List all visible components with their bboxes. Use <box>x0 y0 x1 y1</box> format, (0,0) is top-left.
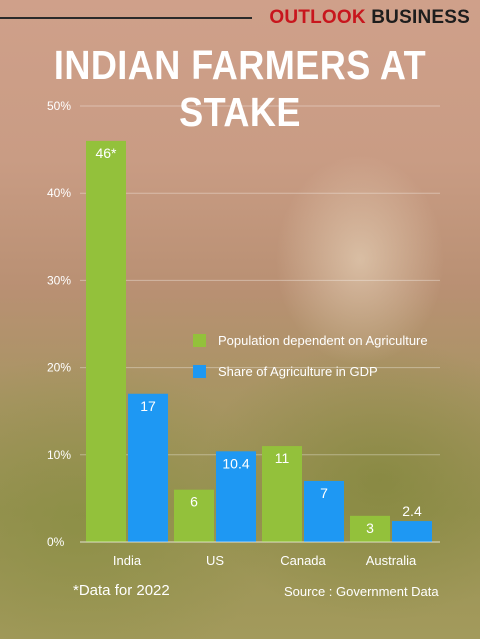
x-tick-label: US <box>206 553 224 568</box>
data-label: 7 <box>320 485 328 501</box>
data-label: 46* <box>95 145 117 161</box>
bar-australia-series-0 <box>350 515 390 542</box>
data-label: 6 <box>190 494 198 510</box>
legend-label-population: Population dependent on Agriculture <box>218 333 428 348</box>
bar-us-series-1 <box>216 451 256 542</box>
y-tick-label: 0% <box>47 535 65 549</box>
data-label: 3 <box>366 520 374 536</box>
y-tick-label: 20% <box>47 361 71 375</box>
bar-india-series-0 <box>86 140 126 542</box>
legend-item-gdp-share: Share of Agriculture in GDP <box>193 364 378 380</box>
footnote: *Data for 2022 <box>73 582 170 599</box>
source-note: Source : Government Data <box>284 584 439 599</box>
y-tick-label: 50% <box>47 99 71 113</box>
x-tick-label: India <box>113 553 142 568</box>
bar-us-series-0 <box>174 489 214 542</box>
brand-word-outlook: OUTLOOK <box>269 7 366 28</box>
legend-swatch-blue <box>193 365 206 378</box>
legend-label-gdp-share: Share of Agriculture in GDP <box>218 364 378 379</box>
y-tick-label: 10% <box>47 448 71 462</box>
bar-india-series-1 <box>128 393 168 542</box>
brand-logo: OUTLOOK BUSINESS <box>269 7 470 29</box>
y-tick-label: 30% <box>47 273 71 287</box>
data-label: 11 <box>275 450 290 466</box>
y-tick-label: 40% <box>47 186 71 200</box>
legend-item-population: Population dependent on Agriculture <box>193 333 428 349</box>
data-label: 2.4 <box>402 503 422 519</box>
data-label: 10.4 <box>222 455 249 471</box>
bar-canada-series-0 <box>262 446 302 542</box>
bar-australia-series-1 <box>392 521 432 542</box>
bar-canada-series-1 <box>304 480 344 542</box>
data-label: 17 <box>140 398 156 414</box>
brand-divider <box>0 17 252 19</box>
chart-title: INDIAN FARMERS AT STAKE <box>53 42 427 135</box>
x-tick-label: Australia <box>366 553 417 568</box>
legend-swatch-green <box>193 334 206 347</box>
x-tick-label: Canada <box>280 553 326 568</box>
brand-word-business: BUSINESS <box>371 7 470 28</box>
